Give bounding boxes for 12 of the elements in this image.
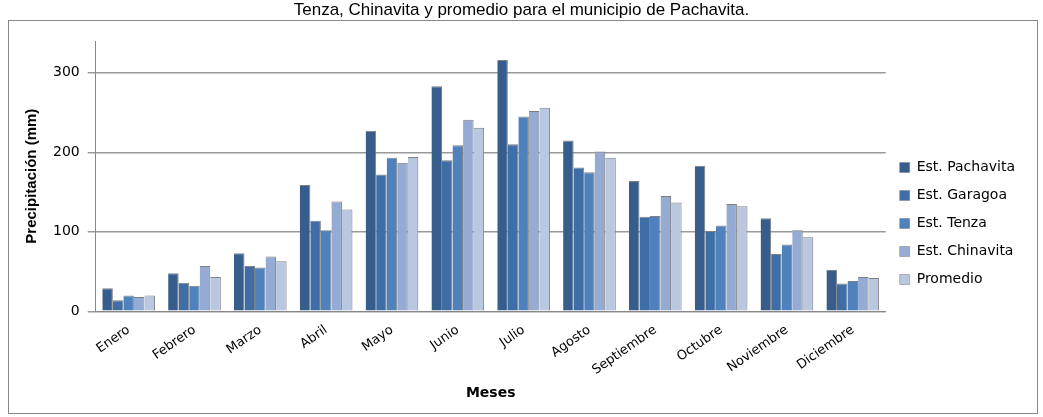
- y-tick-label: 0: [70, 301, 80, 318]
- y-tick-label: 300: [52, 63, 80, 80]
- legend-label: Est. Chinavita: [916, 242, 1014, 259]
- legend-label: Est. Garagoa: [916, 186, 1008, 203]
- y-tick-label: 200: [52, 142, 80, 159]
- chart-title: Tenza, Chinavita y promedio para el municipio de Pachavita.: [292, 0, 751, 20]
- legend-label: Est. Tenza: [916, 214, 987, 231]
- x-axis-title: Meses: [465, 384, 516, 401]
- y-tick-label: 100: [52, 222, 80, 239]
- legend-label: Promedio: [916, 270, 983, 287]
- y-axis-title: Precipitación (mm): [22, 108, 40, 244]
- legend-label: Est. Pachavita: [916, 158, 1016, 175]
